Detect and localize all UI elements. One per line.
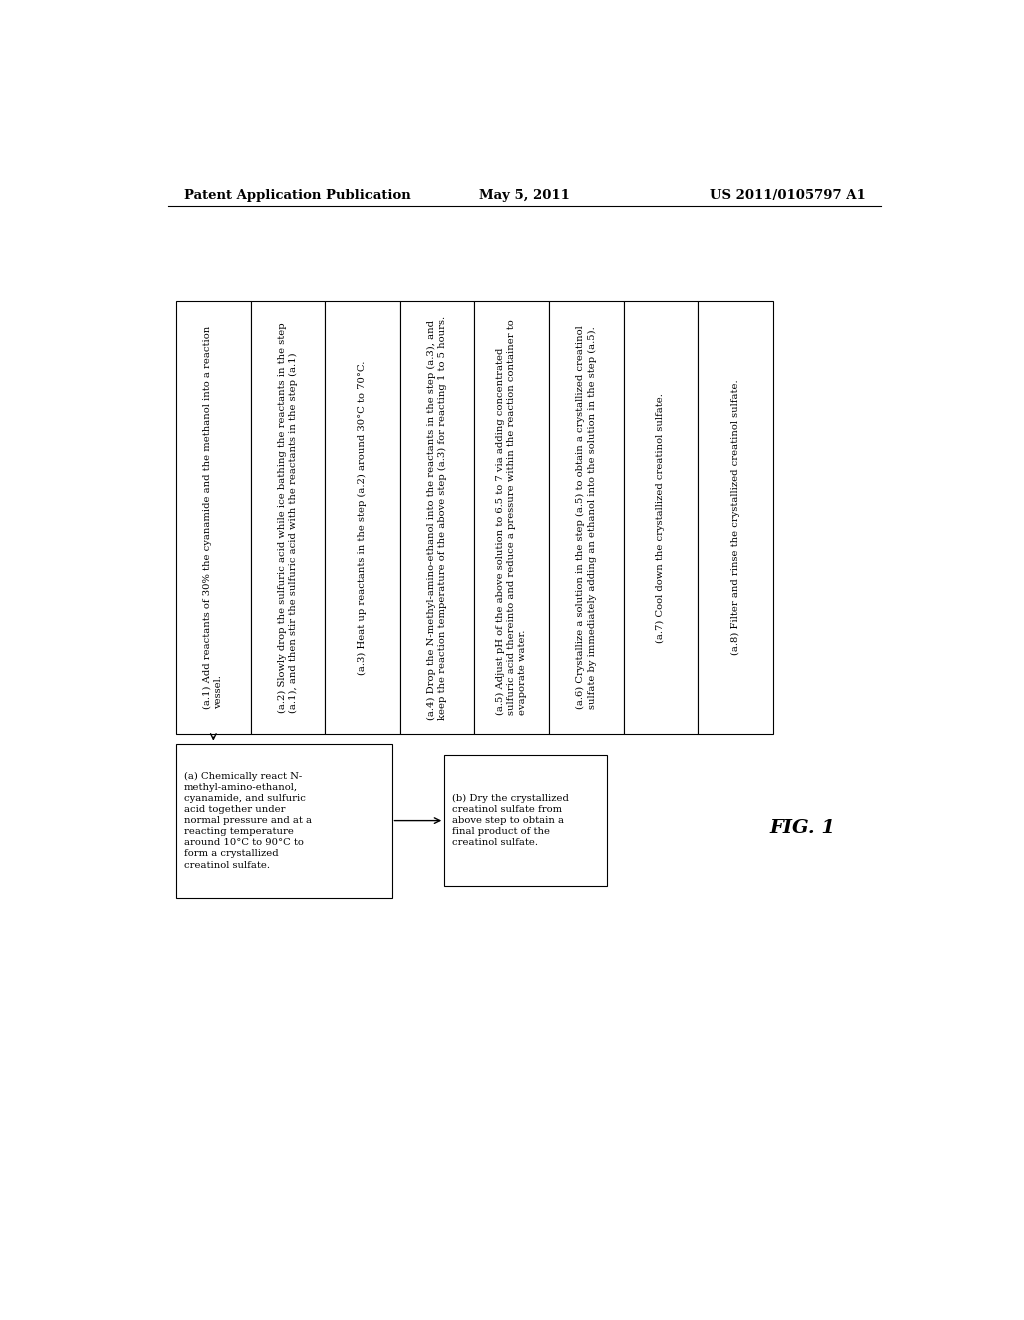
FancyBboxPatch shape	[549, 301, 624, 734]
Text: (a.5) Adjust pH of the above solution to 6.5 to 7 via adding concentrated
sulfur: (a.5) Adjust pH of the above solution to…	[496, 319, 527, 715]
FancyBboxPatch shape	[444, 755, 607, 886]
FancyBboxPatch shape	[698, 301, 773, 734]
FancyBboxPatch shape	[474, 301, 549, 734]
Text: FIG. 1: FIG. 1	[769, 820, 836, 837]
Text: Patent Application Publication: Patent Application Publication	[183, 189, 411, 202]
Text: (a.1) Add reactants of 30% the cyanamide and the methanol into a reaction
vessel: (a.1) Add reactants of 30% the cyanamide…	[203, 326, 223, 709]
Text: US 2011/0105797 A1: US 2011/0105797 A1	[710, 189, 866, 202]
Text: (a.7) Cool down the crystallized creatinol sulfate.: (a.7) Cool down the crystallized creatin…	[656, 392, 666, 643]
Text: (a.2) Slowly drop the sulfuric acid while ice bathing the reactants in the step
: (a.2) Slowly drop the sulfuric acid whil…	[278, 322, 298, 713]
Text: (a.8) Filter and rinse the crystallized creatinol sulfate.: (a.8) Filter and rinse the crystallized …	[731, 380, 740, 656]
FancyBboxPatch shape	[176, 743, 391, 898]
Text: (a) Chemically react N-
methyl-amino-ethanol,
cyanamide, and sulfuric
acid toget: (a) Chemically react N- methyl-amino-eth…	[183, 772, 311, 870]
FancyBboxPatch shape	[326, 301, 399, 734]
Text: (a.4) Drop the N-methyl-amino-ethanol into the reactants in the step (a.3), and
: (a.4) Drop the N-methyl-amino-ethanol in…	[427, 315, 447, 719]
FancyBboxPatch shape	[399, 301, 474, 734]
Text: May 5, 2011: May 5, 2011	[479, 189, 570, 202]
Text: (b) Dry the crystallized
creatinol sulfate from
above step to obtain a
final pro: (b) Dry the crystallized creatinol sulfa…	[452, 793, 568, 847]
FancyBboxPatch shape	[176, 301, 251, 734]
FancyBboxPatch shape	[251, 301, 326, 734]
FancyBboxPatch shape	[624, 301, 698, 734]
Text: (a.6) Crystallize a solution in the step (a.5) to obtain a crystallized creatino: (a.6) Crystallize a solution in the step…	[577, 326, 597, 709]
Text: (a.3) Heat up reactants in the step (a.2) around 30°C to 70°C.: (a.3) Heat up reactants in the step (a.2…	[358, 360, 367, 675]
